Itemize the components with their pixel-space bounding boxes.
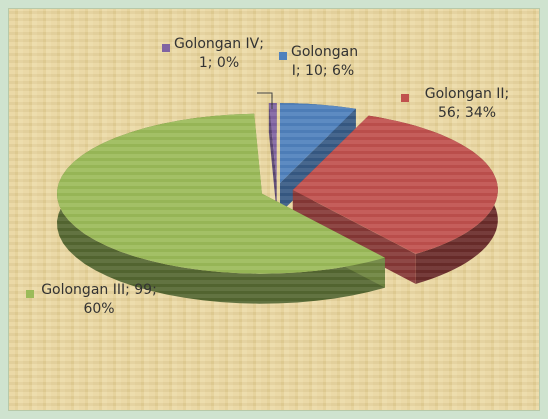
slice-wall — [268, 103, 277, 214]
slice — [57, 113, 385, 274]
slice — [268, 103, 277, 184]
leader-line — [257, 92, 273, 109]
slice — [292, 115, 498, 254]
slice-side — [57, 113, 385, 304]
slice-wall — [292, 189, 416, 284]
chart — [57, 92, 498, 304]
legend-swatch — [401, 94, 409, 102]
legend-swatch — [279, 52, 287, 60]
data-label: Golongan IV; 1; 0% — [174, 36, 264, 71]
legend-swatch — [26, 290, 34, 298]
plot-area: Golongan I; 10; 6% Golongan II; 56; 34% Go… — [8, 8, 540, 411]
data-label: Golongan III; 99; 60% — [41, 282, 157, 317]
data-label: Golongan II; 56; 34% — [424, 86, 510, 121]
data-label: Golongan I; 10; 6% — [291, 44, 359, 79]
legend-swatch — [162, 44, 170, 52]
slice — [280, 103, 356, 184]
